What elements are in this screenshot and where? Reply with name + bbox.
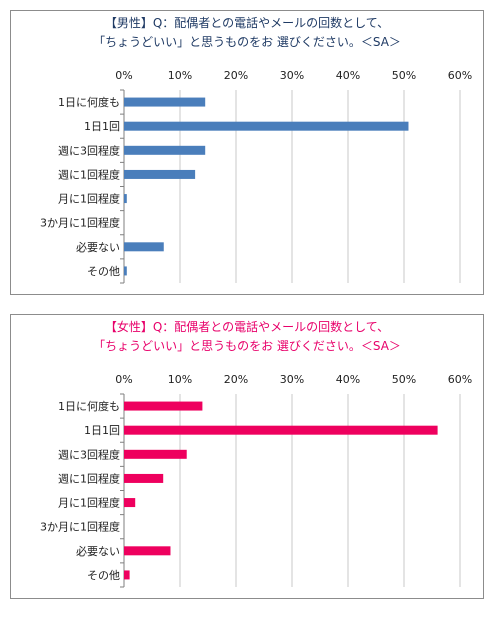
category-label: 週に3回程度 bbox=[58, 143, 120, 157]
x-tick-label: 10% bbox=[168, 69, 192, 82]
x-tick-label: 0% bbox=[115, 69, 132, 82]
bar bbox=[124, 425, 438, 435]
male-chart-panel: 【男性】Q：配偶者との電話やメールの回数として、 「ちょうどいい」と思うものをお… bbox=[10, 10, 484, 295]
bar bbox=[124, 97, 206, 107]
category-label: その他 bbox=[87, 265, 120, 278]
x-tick-label: 50% bbox=[392, 373, 416, 386]
chart-subtitle: 「ちょうどいい」と思うものをお 選びください。＜SA＞ bbox=[93, 35, 401, 49]
x-tick-label: 40% bbox=[336, 373, 360, 386]
bar bbox=[124, 546, 171, 556]
bar bbox=[124, 169, 196, 179]
x-tick-label: 60% bbox=[448, 373, 472, 386]
category-label: 1日に何度も bbox=[58, 399, 120, 413]
category-label: 3か月に1回程度 bbox=[40, 216, 120, 230]
x-tick-label: 30% bbox=[280, 373, 304, 386]
category-label: 1日に何度も bbox=[58, 95, 120, 109]
female-bar-chart: 0% 10% 20% 30% 40% 50% 60% 1日に何度も 1日1回週に3回程度週に1回… bbox=[40, 373, 472, 588]
x-tick-label: 30% bbox=[280, 69, 304, 82]
bar bbox=[124, 498, 136, 508]
category-label: 1日1回 bbox=[84, 424, 120, 437]
chart-subtitle: 「ちょうどいい」と思うものをお 選びください。＜SA＞ bbox=[93, 339, 401, 353]
male-bar-chart: 0% 10% 20% 30% 40% 50% 60% 1日に何度も 1日1回週に3回程度週に1回… bbox=[40, 69, 472, 284]
category-label: 月に1回程度 bbox=[58, 192, 120, 206]
bar bbox=[124, 401, 203, 411]
category-label: 必要ない bbox=[76, 545, 120, 558]
x-tick-label: 0% bbox=[115, 373, 132, 386]
bar bbox=[124, 266, 127, 276]
chart-title: 【女性】Q：配偶者との電話やメールの回数として、 bbox=[104, 320, 390, 334]
x-tick-label: 50% bbox=[392, 69, 416, 82]
category-label: 週に1回程度 bbox=[58, 167, 120, 181]
category-label: 週に1回程度 bbox=[58, 471, 120, 485]
category-label: その他 bbox=[87, 569, 120, 582]
x-tick-label: 20% bbox=[224, 69, 248, 82]
x-tick-label: 60% bbox=[448, 69, 472, 82]
x-tick-label: 20% bbox=[224, 373, 248, 386]
category-label: 1日1回 bbox=[84, 120, 120, 133]
category-label: 3か月に1回程度 bbox=[40, 520, 120, 534]
x-tick-label: 40% bbox=[336, 69, 360, 82]
bar bbox=[124, 570, 130, 580]
bar bbox=[124, 242, 164, 252]
x-tick-label: 10% bbox=[168, 373, 192, 386]
bar bbox=[124, 473, 164, 483]
category-label: 週に3回程度 bbox=[58, 447, 120, 461]
category-label: 必要ない bbox=[76, 241, 120, 254]
bar bbox=[124, 194, 127, 204]
female-chart-panel: 【女性】Q：配偶者との電話やメールの回数として、 「ちょうどいい」と思うものをお… bbox=[10, 314, 484, 599]
bar bbox=[124, 145, 206, 155]
bar bbox=[124, 121, 409, 131]
chart-title: 【男性】Q：配偶者との電話やメールの回数として、 bbox=[104, 16, 390, 30]
bar bbox=[124, 449, 187, 459]
category-label: 月に1回程度 bbox=[58, 496, 120, 510]
